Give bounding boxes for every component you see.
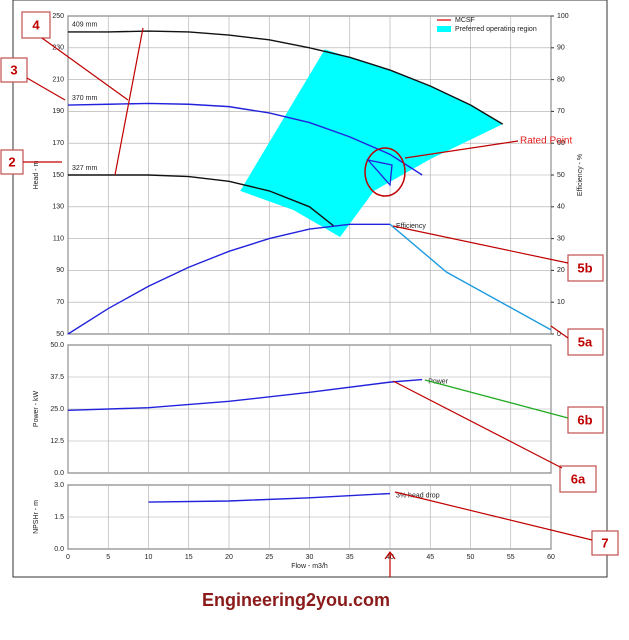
y2-tick-label: 40 (557, 204, 565, 211)
y-tick-label: 12.5 (50, 438, 64, 445)
annotation: 3 (10, 62, 17, 77)
y-tick-label: 50 (56, 331, 64, 338)
annotation: 6a (571, 471, 586, 486)
series-label: Power (428, 378, 449, 385)
y2-tick-label: 0 (557, 331, 561, 338)
x-tick-label: 55 (507, 554, 515, 561)
line (68, 174, 335, 227)
rated-circle (364, 147, 406, 197)
annotation: 5b (577, 260, 592, 275)
y-tick-label: 0.0 (54, 546, 64, 553)
y-tick-label: 0.0 (54, 470, 64, 477)
y-axis-label: Head - m (33, 160, 40, 189)
arrow (392, 380, 563, 469)
y-tick-label: 90 (56, 267, 64, 274)
line (148, 492, 391, 503)
legend-swatch (437, 26, 451, 32)
y-tick-label: 110 (53, 235, 64, 242)
y2-tick-label: 30 (557, 235, 565, 242)
y2-axis-label: Efficiency - % (577, 154, 584, 196)
annotation: 6b (577, 412, 592, 427)
y-axis-label: Power - kW (33, 391, 40, 428)
y-tick-label: 190 (52, 108, 64, 115)
box (567, 254, 604, 282)
x-tick-label: 60 (547, 554, 555, 561)
y-tick-label: 1.5 (54, 514, 64, 521)
y2-tick-label: 70 (557, 108, 565, 115)
box (567, 328, 604, 356)
y-tick-label: 130 (52, 204, 64, 211)
line (389, 223, 552, 331)
charts: 5070901101301501701902102302500102030405… (33, 13, 584, 570)
box (559, 465, 597, 493)
rated-triangle (366, 158, 393, 187)
x-tick-label: 45 (426, 554, 434, 561)
y-tick-label: 25.0 (50, 406, 64, 413)
y-tick-label: 70 (56, 299, 64, 306)
box (21, 11, 51, 39)
legend-label: Preferred operating region (455, 26, 537, 33)
x-tick-label: 25 (265, 554, 273, 561)
annotation: Rated Point (520, 136, 572, 147)
arrow (392, 225, 569, 264)
series-label: 327 mm (72, 165, 97, 172)
x-tick-label: 30 (306, 554, 314, 561)
series-label: 409 mm (72, 22, 97, 29)
x-tick-label: 50 (467, 554, 475, 561)
annotation: 4 (32, 17, 40, 32)
y-tick-label: 230 (52, 45, 64, 52)
annotation: 7 (601, 535, 608, 550)
y-tick-label: 210 (52, 76, 64, 83)
y-tick-label: 150 (52, 172, 64, 179)
y-tick-label: 170 (52, 140, 64, 147)
box (591, 530, 619, 556)
y2-tick-label: 10 (557, 299, 565, 306)
annotation: 2 (8, 154, 15, 169)
series-label: 3% head drop (396, 492, 440, 499)
y2-tick-label: 60 (557, 140, 565, 147)
legend-label: MCSF (455, 17, 475, 24)
y2-tick-label: 20 (557, 267, 565, 274)
mcsf-line (114, 27, 144, 176)
arrow (424, 379, 569, 419)
y2-tick-label: 80 (557, 76, 565, 83)
line (67, 223, 390, 335)
annotations: 4 3 2 Rated Point 5b 5a 6b 6a 7 (0, 11, 619, 577)
arrow (394, 491, 593, 541)
y-tick-label: 37.5 (50, 374, 64, 381)
x-tick-label: 10 (145, 554, 153, 561)
arrow (550, 325, 569, 339)
y2-tick-label: 90 (557, 45, 565, 52)
y2-tick-label: 100 (557, 13, 569, 20)
x-tick-label: 20 (225, 554, 233, 561)
area (240, 49, 503, 238)
y-tick-label: 50.0 (50, 342, 64, 349)
x-tick-label: 15 (185, 554, 193, 561)
x-tick-label: 35 (346, 554, 354, 561)
arrow (26, 77, 66, 101)
box (567, 406, 604, 434)
arrow (404, 140, 519, 159)
x-tick-label: 0 (66, 554, 70, 561)
box (0, 57, 28, 83)
x-axis-label: Flow - m3/h (291, 563, 328, 570)
series-label: 370 mm (72, 95, 97, 102)
y-tick-label: 250 (52, 13, 64, 20)
series-label: Efficiency (396, 223, 426, 230)
y-tick-label: 3.0 (54, 482, 64, 489)
y2-tick-label: 50 (557, 172, 565, 179)
footer: Engineering2you.com (202, 590, 390, 610)
annotation: 5a (578, 334, 593, 349)
arrow-head (384, 550, 396, 560)
y-axis-label: NPSHr - m (33, 500, 40, 534)
arrow (41, 37, 129, 101)
x-tick-label: 5 (106, 554, 110, 561)
